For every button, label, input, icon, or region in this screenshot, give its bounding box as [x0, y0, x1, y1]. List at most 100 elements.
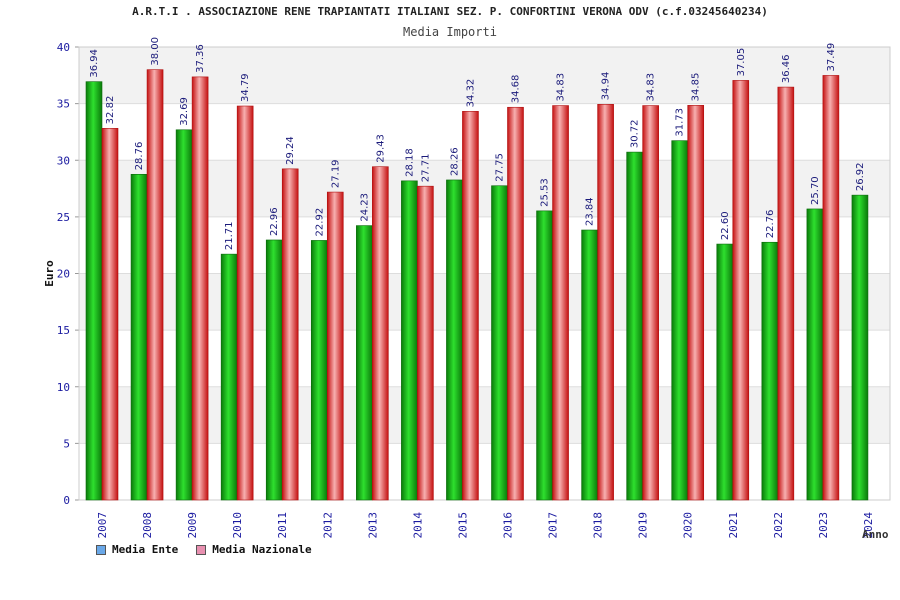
bar-ente-2017: [536, 210, 553, 501]
bar-nazionale-2012: [326, 191, 344, 501]
legend-item-ente: Media Ente: [96, 543, 178, 556]
data-label-ente-2010: 21.71: [224, 221, 235, 250]
y-tick-label: 10: [57, 381, 70, 394]
bar-ente-2023: [806, 208, 824, 501]
grid-band: [79, 443, 890, 500]
data-label-ente-2012: 22.92: [314, 208, 325, 237]
grid-band: [79, 386, 890, 444]
data-label-nazionale-2018: 34.94: [601, 72, 612, 101]
data-label-nazionale-2023: 37.49: [826, 43, 837, 72]
y-tick-label: 0: [63, 494, 70, 507]
legend-label-nazionale: Media Nazionale: [212, 543, 312, 556]
bar-nazionale-2009: [191, 76, 209, 501]
x-tick-label-2019: 2019: [637, 512, 650, 539]
data-label-nazionale-2019: 34.83: [646, 73, 657, 102]
chart-title: A.R.T.I . ASSOCIAZIONE RENE TRAPIANTATI …: [132, 5, 768, 18]
bar-nazionale-2015: [462, 111, 479, 501]
bar-ente-2020: [671, 140, 689, 501]
x-tick-label-2008: 2008: [141, 512, 154, 539]
bar-ente-2011: [265, 239, 283, 501]
data-label-ente-2008: 28.76: [134, 142, 145, 171]
x-axis-label: Anno: [862, 528, 889, 541]
bar-ente-2014: [401, 180, 418, 501]
data-label-ente-2020: 31.73: [675, 108, 686, 137]
data-label-nazionale-2020: 34.85: [691, 73, 702, 102]
x-tick-label-2009: 2009: [186, 512, 199, 539]
bar-nazionale-2020: [687, 105, 705, 501]
y-tick-label: 5: [63, 437, 70, 450]
grid-band: [79, 216, 890, 274]
data-label-nazionale-2011: 29.24: [285, 136, 296, 165]
bar-nazionale-2023: [822, 75, 840, 501]
x-tick-label-2014: 2014: [411, 512, 424, 539]
data-label-nazionale-2008: 38.00: [150, 37, 161, 66]
bar-nazionale-2014: [417, 185, 434, 501]
x-tick-label-2013: 2013: [366, 512, 379, 539]
data-label-nazionale-2010: 34.79: [240, 73, 251, 102]
grid-band: [79, 273, 890, 331]
bar-ente-2022: [761, 241, 779, 501]
grid-band: [79, 330, 890, 387]
bar-ente-2021: [716, 243, 734, 501]
data-label-ente-2024: 26.92: [855, 162, 866, 191]
bar-nazionale-2019: [642, 105, 659, 501]
bar-ente-2024: [851, 194, 869, 501]
grid-band: [79, 103, 890, 161]
y-axis-label: Euro: [43, 260, 56, 287]
data-label-ente-2018: 23.84: [585, 197, 596, 226]
data-label-nazionale-2009: 37.36: [195, 44, 206, 73]
bar-nazionale-2021: [732, 80, 750, 501]
bar-ente-2019: [626, 151, 643, 501]
legend-item-nazionale: Media Nazionale: [196, 543, 312, 556]
x-tick-label-2022: 2022: [772, 512, 785, 539]
data-label-ente-2019: 30.72: [630, 119, 641, 148]
bar-nazionale-2016: [507, 106, 524, 501]
x-tick-label-2010: 2010: [231, 512, 244, 539]
legend-label-ente: Media Ente: [112, 543, 179, 556]
y-tick-label: 25: [57, 211, 70, 224]
bar-ente-2010: [220, 253, 238, 501]
bar-ente-2007: [85, 81, 103, 501]
data-label-ente-2017: 25.53: [540, 178, 551, 207]
data-label-ente-2007: 36.94: [89, 49, 100, 78]
bar-ente-2016: [491, 185, 508, 501]
data-label-ente-2015: 28.26: [449, 147, 460, 176]
data-label-ente-2021: 22.60: [720, 211, 731, 240]
bar-nazionale-2010: [236, 105, 254, 501]
bar-nazionale-2017: [552, 105, 569, 501]
y-tick-label: 30: [57, 154, 70, 167]
data-label-ente-2009: 32.69: [179, 97, 190, 126]
data-label-nazionale-2012: 27.19: [330, 159, 341, 188]
x-tick-label-2020: 2020: [682, 512, 695, 539]
bar-ente-2018: [581, 229, 598, 501]
data-label-ente-2011: 22.96: [269, 207, 280, 236]
x-tick-label-2011: 2011: [276, 512, 289, 539]
x-tick-label-2015: 2015: [456, 512, 469, 539]
x-tick-label-2016: 2016: [502, 512, 515, 539]
bar-ente-2015: [446, 179, 463, 501]
bar-nazionale-2013: [372, 166, 389, 501]
data-label-ente-2013: 24.23: [359, 193, 370, 222]
x-tick-label-2012: 2012: [321, 512, 334, 539]
bar-nazionale-2022: [777, 86, 795, 501]
data-label-ente-2022: 22.76: [765, 210, 776, 239]
grid-band: [79, 160, 890, 217]
y-tick-label: 15: [57, 324, 70, 337]
data-label-nazionale-2007: 32.82: [105, 96, 116, 125]
bar-nazionale-2007: [101, 128, 119, 501]
bar-ente-2008: [130, 173, 148, 501]
y-tick-label: 35: [57, 98, 70, 111]
bar-nazionale-2011: [281, 168, 299, 501]
bar-ente-2013: [356, 225, 373, 501]
data-label-nazionale-2017: 34.83: [556, 73, 567, 102]
x-tick-label-2024: 2024: [862, 512, 875, 539]
y-tick-label: 20: [57, 268, 70, 281]
bar-nazionale-2018: [597, 104, 614, 501]
data-label-nazionale-2014: 27.71: [420, 154, 431, 183]
legend-swatch-ente: [96, 544, 106, 555]
x-tick-label-2017: 2017: [547, 512, 560, 539]
data-label-nazionale-2022: 36.46: [781, 54, 792, 83]
plot-border: [78, 46, 891, 501]
data-label-ente-2023: 25.70: [810, 176, 821, 205]
